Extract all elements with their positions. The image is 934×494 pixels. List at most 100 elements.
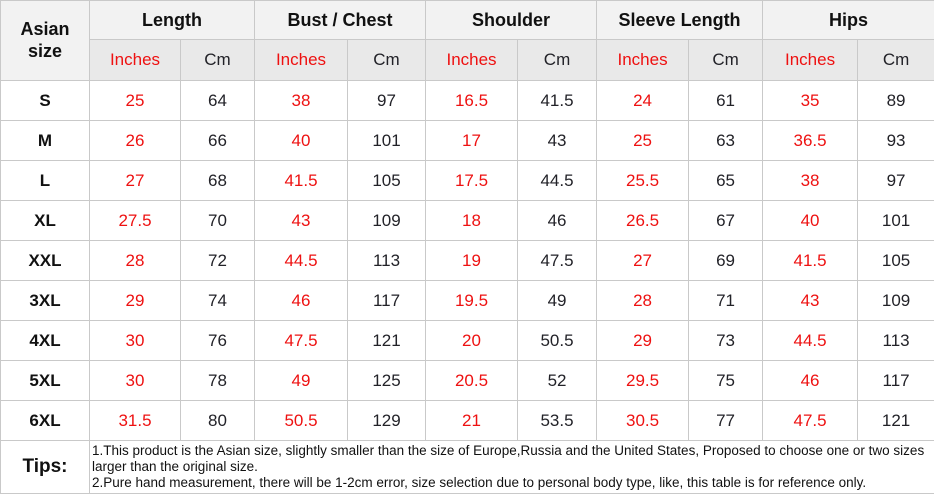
value-cell-cm: 78 bbox=[181, 361, 255, 401]
tips-row: Tips: 1.This product is the Asian size, … bbox=[1, 441, 934, 494]
tips-line-1: 1.This product is the Asian size, slight… bbox=[92, 443, 932, 475]
value-cell-inches: 17 bbox=[426, 121, 518, 161]
value-cell-cm: 105 bbox=[858, 241, 934, 281]
value-cell-cm: 93 bbox=[858, 121, 934, 161]
value-cell-inches: 18 bbox=[426, 201, 518, 241]
corner-header-asian-size: Asian size bbox=[1, 1, 90, 81]
size-label: 4XL bbox=[1, 321, 90, 361]
unit-header-cm: Cm bbox=[181, 40, 255, 81]
value-cell-cm: 113 bbox=[348, 241, 426, 281]
value-cell-cm: 53.5 bbox=[518, 401, 597, 441]
value-cell-inches: 35 bbox=[763, 81, 858, 121]
value-cell-inches: 26 bbox=[90, 121, 181, 161]
tips-label: Tips: bbox=[1, 441, 90, 494]
value-cell-inches: 27 bbox=[597, 241, 689, 281]
unit-header-inches: Inches bbox=[426, 40, 518, 81]
value-cell-cm: 52 bbox=[518, 361, 597, 401]
value-cell-inches: 40 bbox=[255, 121, 348, 161]
value-cell-cm: 77 bbox=[689, 401, 763, 441]
value-cell-inches: 20.5 bbox=[426, 361, 518, 401]
value-cell-cm: 44.5 bbox=[518, 161, 597, 201]
value-cell-inches: 30.5 bbox=[597, 401, 689, 441]
value-cell-inches: 29 bbox=[90, 281, 181, 321]
value-cell-inches: 21 bbox=[426, 401, 518, 441]
size-label: 6XL bbox=[1, 401, 90, 441]
value-cell-inches: 29.5 bbox=[597, 361, 689, 401]
unit-header-cm: Cm bbox=[858, 40, 934, 81]
value-cell-cm: 97 bbox=[348, 81, 426, 121]
value-cell-inches: 36.5 bbox=[763, 121, 858, 161]
value-cell-cm: 89 bbox=[858, 81, 934, 121]
group-header-shoulder: Shoulder bbox=[426, 1, 597, 40]
value-cell-cm: 74 bbox=[181, 281, 255, 321]
value-cell-inches: 27 bbox=[90, 161, 181, 201]
value-cell-inches: 20 bbox=[426, 321, 518, 361]
value-cell-inches: 24 bbox=[597, 81, 689, 121]
value-cell-cm: 50.5 bbox=[518, 321, 597, 361]
value-cell-inches: 19.5 bbox=[426, 281, 518, 321]
value-cell-inches: 44.5 bbox=[255, 241, 348, 281]
value-cell-cm: 72 bbox=[181, 241, 255, 281]
value-cell-cm: 49 bbox=[518, 281, 597, 321]
value-cell-cm: 63 bbox=[689, 121, 763, 161]
value-cell-inches: 16.5 bbox=[426, 81, 518, 121]
value-cell-inches: 46 bbox=[763, 361, 858, 401]
value-cell-inches: 25 bbox=[90, 81, 181, 121]
value-cell-inches: 38 bbox=[763, 161, 858, 201]
value-cell-inches: 43 bbox=[255, 201, 348, 241]
value-cell-inches: 28 bbox=[597, 281, 689, 321]
group-header-hips: Hips bbox=[763, 1, 934, 40]
value-cell-cm: 61 bbox=[689, 81, 763, 121]
value-cell-cm: 47.5 bbox=[518, 241, 597, 281]
value-cell-inches: 50.5 bbox=[255, 401, 348, 441]
group-header-length: Length bbox=[90, 1, 255, 40]
size-label: 3XL bbox=[1, 281, 90, 321]
value-cell-cm: 70 bbox=[181, 201, 255, 241]
value-cell-cm: 129 bbox=[348, 401, 426, 441]
value-cell-cm: 117 bbox=[858, 361, 934, 401]
value-cell-cm: 75 bbox=[689, 361, 763, 401]
group-header-sleeve-length: Sleeve Length bbox=[597, 1, 763, 40]
value-cell-inches: 31.5 bbox=[90, 401, 181, 441]
value-cell-inches: 29 bbox=[597, 321, 689, 361]
value-cell-inches: 30 bbox=[90, 321, 181, 361]
unit-header-inches: Inches bbox=[597, 40, 689, 81]
value-cell-cm: 76 bbox=[181, 321, 255, 361]
value-cell-cm: 101 bbox=[858, 201, 934, 241]
size-label: L bbox=[1, 161, 90, 201]
value-cell-inches: 41.5 bbox=[255, 161, 348, 201]
unit-header-cm: Cm bbox=[689, 40, 763, 81]
size-label: XL bbox=[1, 201, 90, 241]
tips-text: 1.This product is the Asian size, slight… bbox=[90, 441, 934, 494]
value-cell-cm: 121 bbox=[348, 321, 426, 361]
size-label: S bbox=[1, 81, 90, 121]
value-cell-cm: 68 bbox=[181, 161, 255, 201]
value-cell-cm: 80 bbox=[181, 401, 255, 441]
value-cell-inches: 25 bbox=[597, 121, 689, 161]
value-cell-cm: 66 bbox=[181, 121, 255, 161]
value-cell-cm: 65 bbox=[689, 161, 763, 201]
size-label: 5XL bbox=[1, 361, 90, 401]
value-cell-inches: 46 bbox=[255, 281, 348, 321]
value-cell-cm: 113 bbox=[858, 321, 934, 361]
group-header-bust-chest: Bust / Chest bbox=[255, 1, 426, 40]
value-cell-cm: 73 bbox=[689, 321, 763, 361]
value-cell-inches: 41.5 bbox=[763, 241, 858, 281]
value-cell-cm: 43 bbox=[518, 121, 597, 161]
value-cell-inches: 47.5 bbox=[255, 321, 348, 361]
size-label: XXL bbox=[1, 241, 90, 281]
unit-header-cm: Cm bbox=[348, 40, 426, 81]
value-cell-inches: 26.5 bbox=[597, 201, 689, 241]
